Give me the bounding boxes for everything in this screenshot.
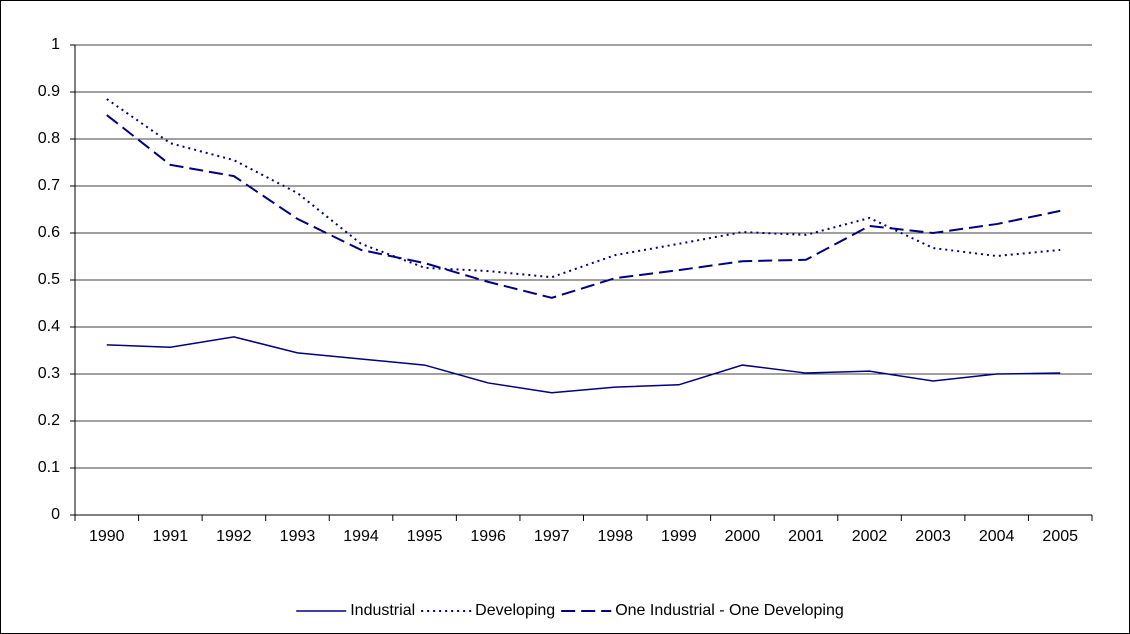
y-tick-label: 0.1 (38, 459, 60, 476)
x-tick-label: 2002 (852, 528, 888, 545)
y-tick-label: 0.9 (38, 83, 60, 100)
x-tick-label: 1993 (280, 528, 316, 545)
x-tick-label: 1997 (534, 528, 570, 545)
x-tick-label: 1999 (661, 528, 697, 545)
y-tick-label: 0.7 (38, 177, 60, 194)
x-tick-label: 1990 (89, 528, 125, 545)
y-tick-label: 0.4 (38, 318, 60, 335)
y-tick-label: 0.6 (38, 224, 60, 241)
y-tick-label: 0.8 (38, 130, 60, 147)
x-tick-label: 1994 (343, 528, 379, 545)
series-line (106, 336, 1061, 394)
y-tick-label: 0 (51, 506, 60, 523)
x-tick-label: 2000 (725, 528, 761, 545)
x-tick-label: 2004 (979, 528, 1015, 545)
x-tick-label: 1991 (153, 528, 189, 545)
x-tick-label: 1992 (216, 528, 252, 545)
x-tick-label: 1995 (407, 528, 443, 545)
legend-label: Developing (475, 602, 555, 619)
y-tick-label: 0.5 (38, 271, 60, 288)
series-line (106, 114, 1061, 299)
x-tick-label: 2005 (1042, 528, 1078, 545)
x-tick-label: 2001 (788, 528, 824, 545)
x-tick-label: 1996 (470, 528, 506, 545)
legend-label: One Industrial - One Developing (615, 602, 844, 619)
y-tick-label: 0.3 (38, 365, 60, 382)
legend: Industrial Developing One Industrial - One… (296, 602, 844, 619)
series-line (106, 98, 1061, 279)
legend-label: Industrial (350, 602, 415, 619)
y-tick-label: 1 (51, 36, 60, 53)
x-tick-label: 1998 (597, 528, 633, 545)
y-tick-label: 0.2 (38, 412, 60, 429)
x-tick-label: 2003 (915, 528, 951, 545)
